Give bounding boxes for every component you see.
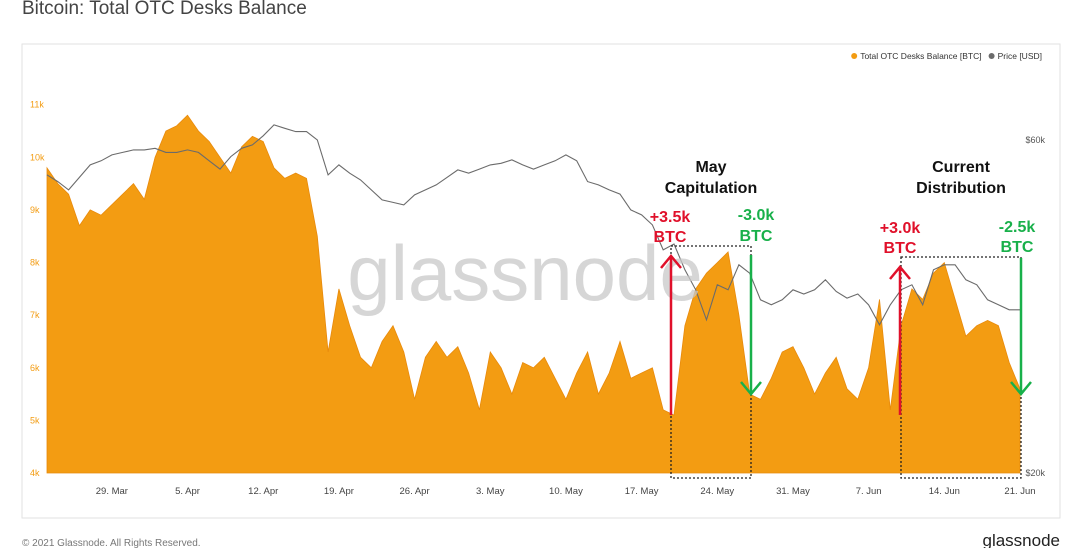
arrow-up (889, 265, 911, 415)
annotation: -2.5k (999, 219, 1036, 236)
annotation: BTC (1001, 239, 1034, 256)
x-tick-label: 24. May (700, 486, 734, 497)
annotation: +3.5k (650, 209, 691, 226)
y-tick-label: 11k (30, 100, 44, 110)
y-tick-label: 4k (30, 468, 40, 478)
x-tick-label: 21. Jun (1004, 486, 1035, 497)
annotation: BTC (654, 229, 687, 246)
footer: © 2021 Glassnode. All Rights Reserved. (22, 538, 201, 548)
y-tick-label: 10k (30, 152, 45, 162)
x-tick-label: 19. Apr (324, 486, 354, 497)
y2-tick-label: $60k (1025, 135, 1045, 145)
y-tick-label: 9k (30, 205, 40, 215)
logo: glassnode (982, 531, 1060, 548)
legend: Price [USD] Total OTC Desks Balance [BTC] (851, 51, 1042, 61)
dotted-box (900, 256, 1022, 479)
y-tick-label: 8k (30, 258, 40, 268)
x-tick-label: 3. May (476, 486, 505, 497)
x-tick-label: 7. Jun (856, 486, 882, 497)
legend-label: Price [USD] (998, 51, 1042, 61)
annotation: BTC (740, 228, 773, 245)
x-tick-label: 17. May (625, 486, 659, 497)
arrow-down (740, 255, 762, 396)
annotation: BTC (884, 240, 917, 257)
balance-area (46, 114, 1021, 474)
x-tick-label: 14. Jun (929, 486, 960, 497)
y-tick-label: 7k (30, 310, 40, 320)
y2-tick-label: $20k (1025, 468, 1045, 478)
x-tick-label: 29. Mar (96, 486, 128, 497)
annotation-shapes (660, 245, 1032, 479)
y-tick-label: 6k (30, 363, 40, 373)
annotation: Capitulation (665, 180, 757, 197)
legend-swatch (988, 53, 995, 59)
arrow-up (660, 254, 682, 415)
plot: 4k 5k 6k 7k 8k 9k 10k 11k $20k $60k 29. Mar 5. Apr 1… (30, 100, 1045, 497)
x-tick-label: 5. Apr (175, 486, 200, 497)
legend-swatch (851, 53, 858, 59)
y-tick-label: 5k (30, 415, 40, 425)
x-tick-label: 12. Apr (248, 486, 278, 497)
annotations: May Capitulation +3.5k BTC -3.0k BTC Cur… (650, 159, 1036, 257)
annotation: +3.0k (880, 220, 921, 237)
arrow-down (1010, 258, 1032, 396)
annotation: Distribution (916, 180, 1006, 197)
annotation: May (695, 159, 726, 176)
x-tick-label: 10. May (549, 486, 583, 497)
x-tick-label: 31. May (776, 486, 810, 497)
annotation: -3.0k (738, 207, 775, 224)
annotation: Current (932, 159, 990, 176)
watermark: glassnode (347, 229, 703, 317)
legend-label: Total OTC Desks Balance [BTC] (860, 51, 981, 61)
chart-title: Bitcoin: Total OTC Desks Balance (22, 0, 307, 19)
x-tick-label: 26. Apr (400, 486, 430, 497)
price-line (46, 124, 1020, 326)
